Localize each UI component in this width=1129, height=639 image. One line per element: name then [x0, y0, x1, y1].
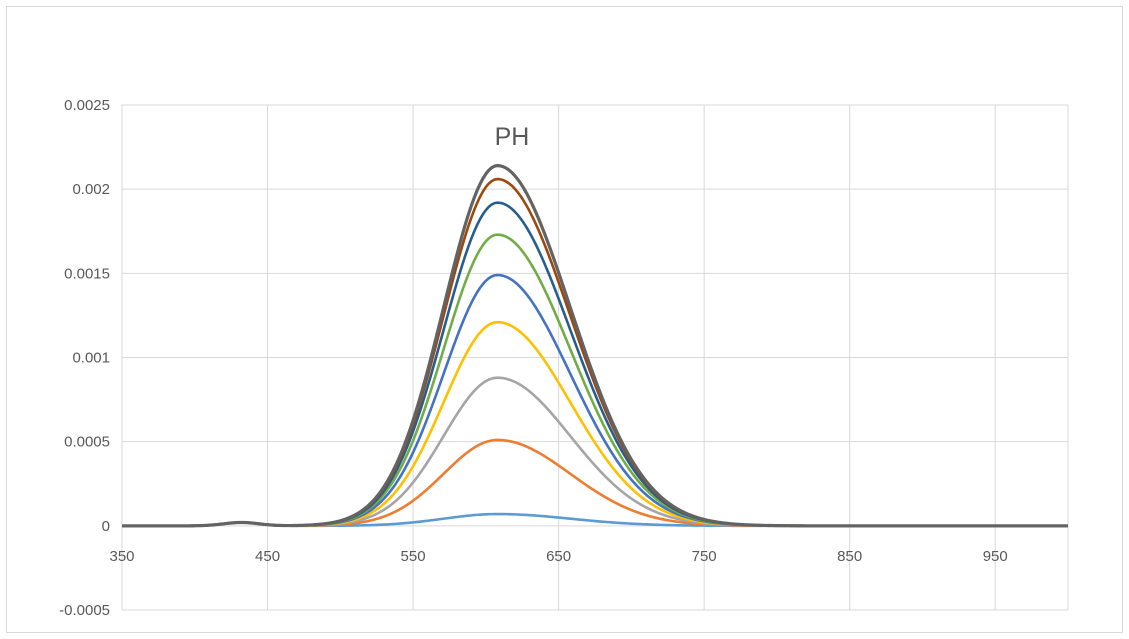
y-tick-label: 0.001	[72, 350, 110, 367]
y-tick-label: 0.0025	[64, 97, 110, 114]
x-tick-label: 650	[546, 548, 571, 565]
series-line	[122, 201, 1068, 528]
gridlines	[121, 104, 1069, 611]
x-axis-labels: 350 450 550 650 750 850 950	[109, 548, 1007, 565]
y-tick-label: 0.002	[72, 181, 110, 198]
y-tick-label: -0.0005	[59, 602, 110, 619]
series-line	[122, 273, 1068, 528]
series-line	[122, 164, 1068, 528]
y-axis-labels: -0.0005 0 0.0005 0.001 0.0015 0.002 0.0025	[59, 97, 110, 619]
series-layer	[122, 164, 1068, 528]
chart-area	[6, 6, 1123, 633]
x-tick-label: 950	[983, 548, 1008, 565]
y-tick-label: 0	[102, 518, 110, 535]
x-tick-label: 850	[837, 548, 862, 565]
y-tick-label: 0.0015	[64, 265, 110, 282]
x-tick-label: 750	[692, 548, 717, 565]
series-line	[122, 177, 1068, 528]
series-line	[122, 438, 1068, 528]
x-tick-label: 550	[401, 548, 426, 565]
chart-title: PH	[495, 123, 530, 151]
series-line	[122, 376, 1068, 528]
x-tick-label: 350	[109, 548, 134, 565]
y-tick-label: 0.0005	[64, 434, 110, 451]
x-tick-label: 450	[255, 548, 280, 565]
